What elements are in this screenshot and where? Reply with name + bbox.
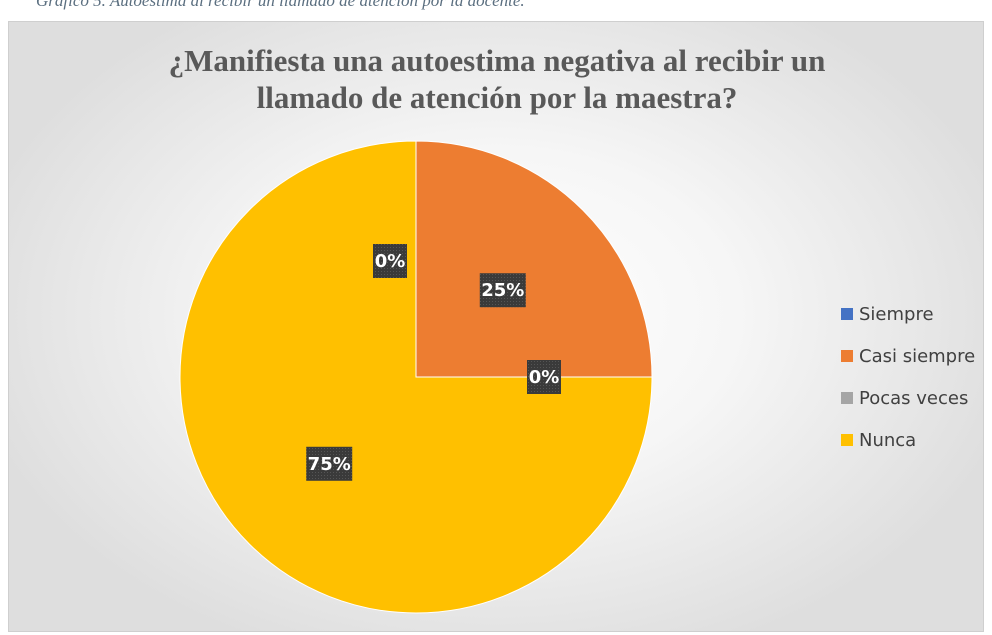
pie-slice-casi-siempre[interactable] <box>415 140 653 378</box>
legend: Siempre Casi siempre Pocas veces Nunca <box>841 298 983 466</box>
legend-item-siempre[interactable]: Siempre <box>841 298 983 330</box>
data-label-box <box>479 273 526 308</box>
pie-slices <box>179 140 653 614</box>
data-label-siempre: 0% <box>373 244 407 278</box>
legend-label: Pocas veces <box>859 387 969 409</box>
chart-area: ¿Manifiesta una autoestima negativa al r… <box>8 21 984 632</box>
data-label-text: 75% <box>308 454 351 475</box>
legend-item-pocas-veces[interactable]: Pocas veces <box>841 382 983 414</box>
legend-label: Casi siempre <box>859 345 976 367</box>
data-label-pocas-veces: 0% <box>527 360 561 394</box>
data-label-box <box>373 244 407 278</box>
figure-caption: Gráfico 5. Autoestima al recibir un llam… <box>36 0 525 10</box>
legend-swatch-casi-siempre <box>841 350 853 362</box>
data-label-casi-siempre: 25% <box>479 273 526 308</box>
data-label-box <box>306 446 353 481</box>
legend-label: Nunca <box>859 429 917 451</box>
pie-chart: 0% 25% 0% 75% <box>179 140 653 614</box>
legend-item-nunca[interactable]: Nunca <box>841 424 983 456</box>
pie-slice-nunca[interactable] <box>179 140 653 614</box>
legend-label: Siempre <box>859 303 934 325</box>
data-label-text: 0% <box>529 367 560 388</box>
data-label-nunca: 75% <box>306 446 353 481</box>
legend-swatch-pocas-veces <box>841 392 853 404</box>
data-label-text: 0% <box>375 251 406 272</box>
pie-data-labels: 0% 25% 0% 75% <box>306 244 561 481</box>
chart-title: ¿Manifiesta una autoestima negativa al r… <box>168 43 826 115</box>
legend-item-casi-siempre[interactable]: Casi siempre <box>841 340 983 372</box>
data-label-text: 25% <box>481 280 524 301</box>
legend-swatch-siempre <box>841 308 853 320</box>
legend-swatch-nunca <box>841 434 853 446</box>
data-label-box <box>527 360 561 394</box>
